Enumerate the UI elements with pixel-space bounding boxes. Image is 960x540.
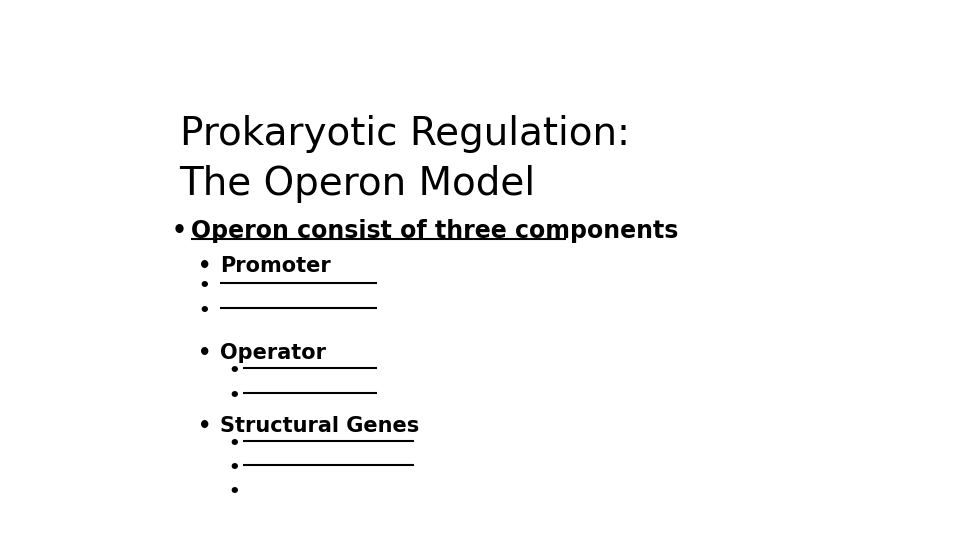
Text: •: • [198,416,211,436]
Text: •: • [198,277,209,295]
Text: Promoter: Promoter [221,256,331,276]
Text: •: • [198,256,211,276]
Text: •: • [228,458,239,477]
Text: •: • [198,302,209,320]
Text: •: • [228,483,239,501]
Text: •: • [228,362,239,380]
Text: •: • [198,343,211,363]
Text: Operator: Operator [221,343,326,363]
Text: •: • [228,387,239,405]
Text: The Operon Model: The Operon Model [180,165,536,202]
Text: •: • [228,435,239,453]
Text: Structural Genes: Structural Genes [221,416,420,436]
Text: Prokaryotic Regulation:: Prokaryotic Regulation: [180,114,630,153]
Text: Operon consist of three components: Operon consist of three components [191,219,678,242]
Text: •: • [172,219,187,242]
